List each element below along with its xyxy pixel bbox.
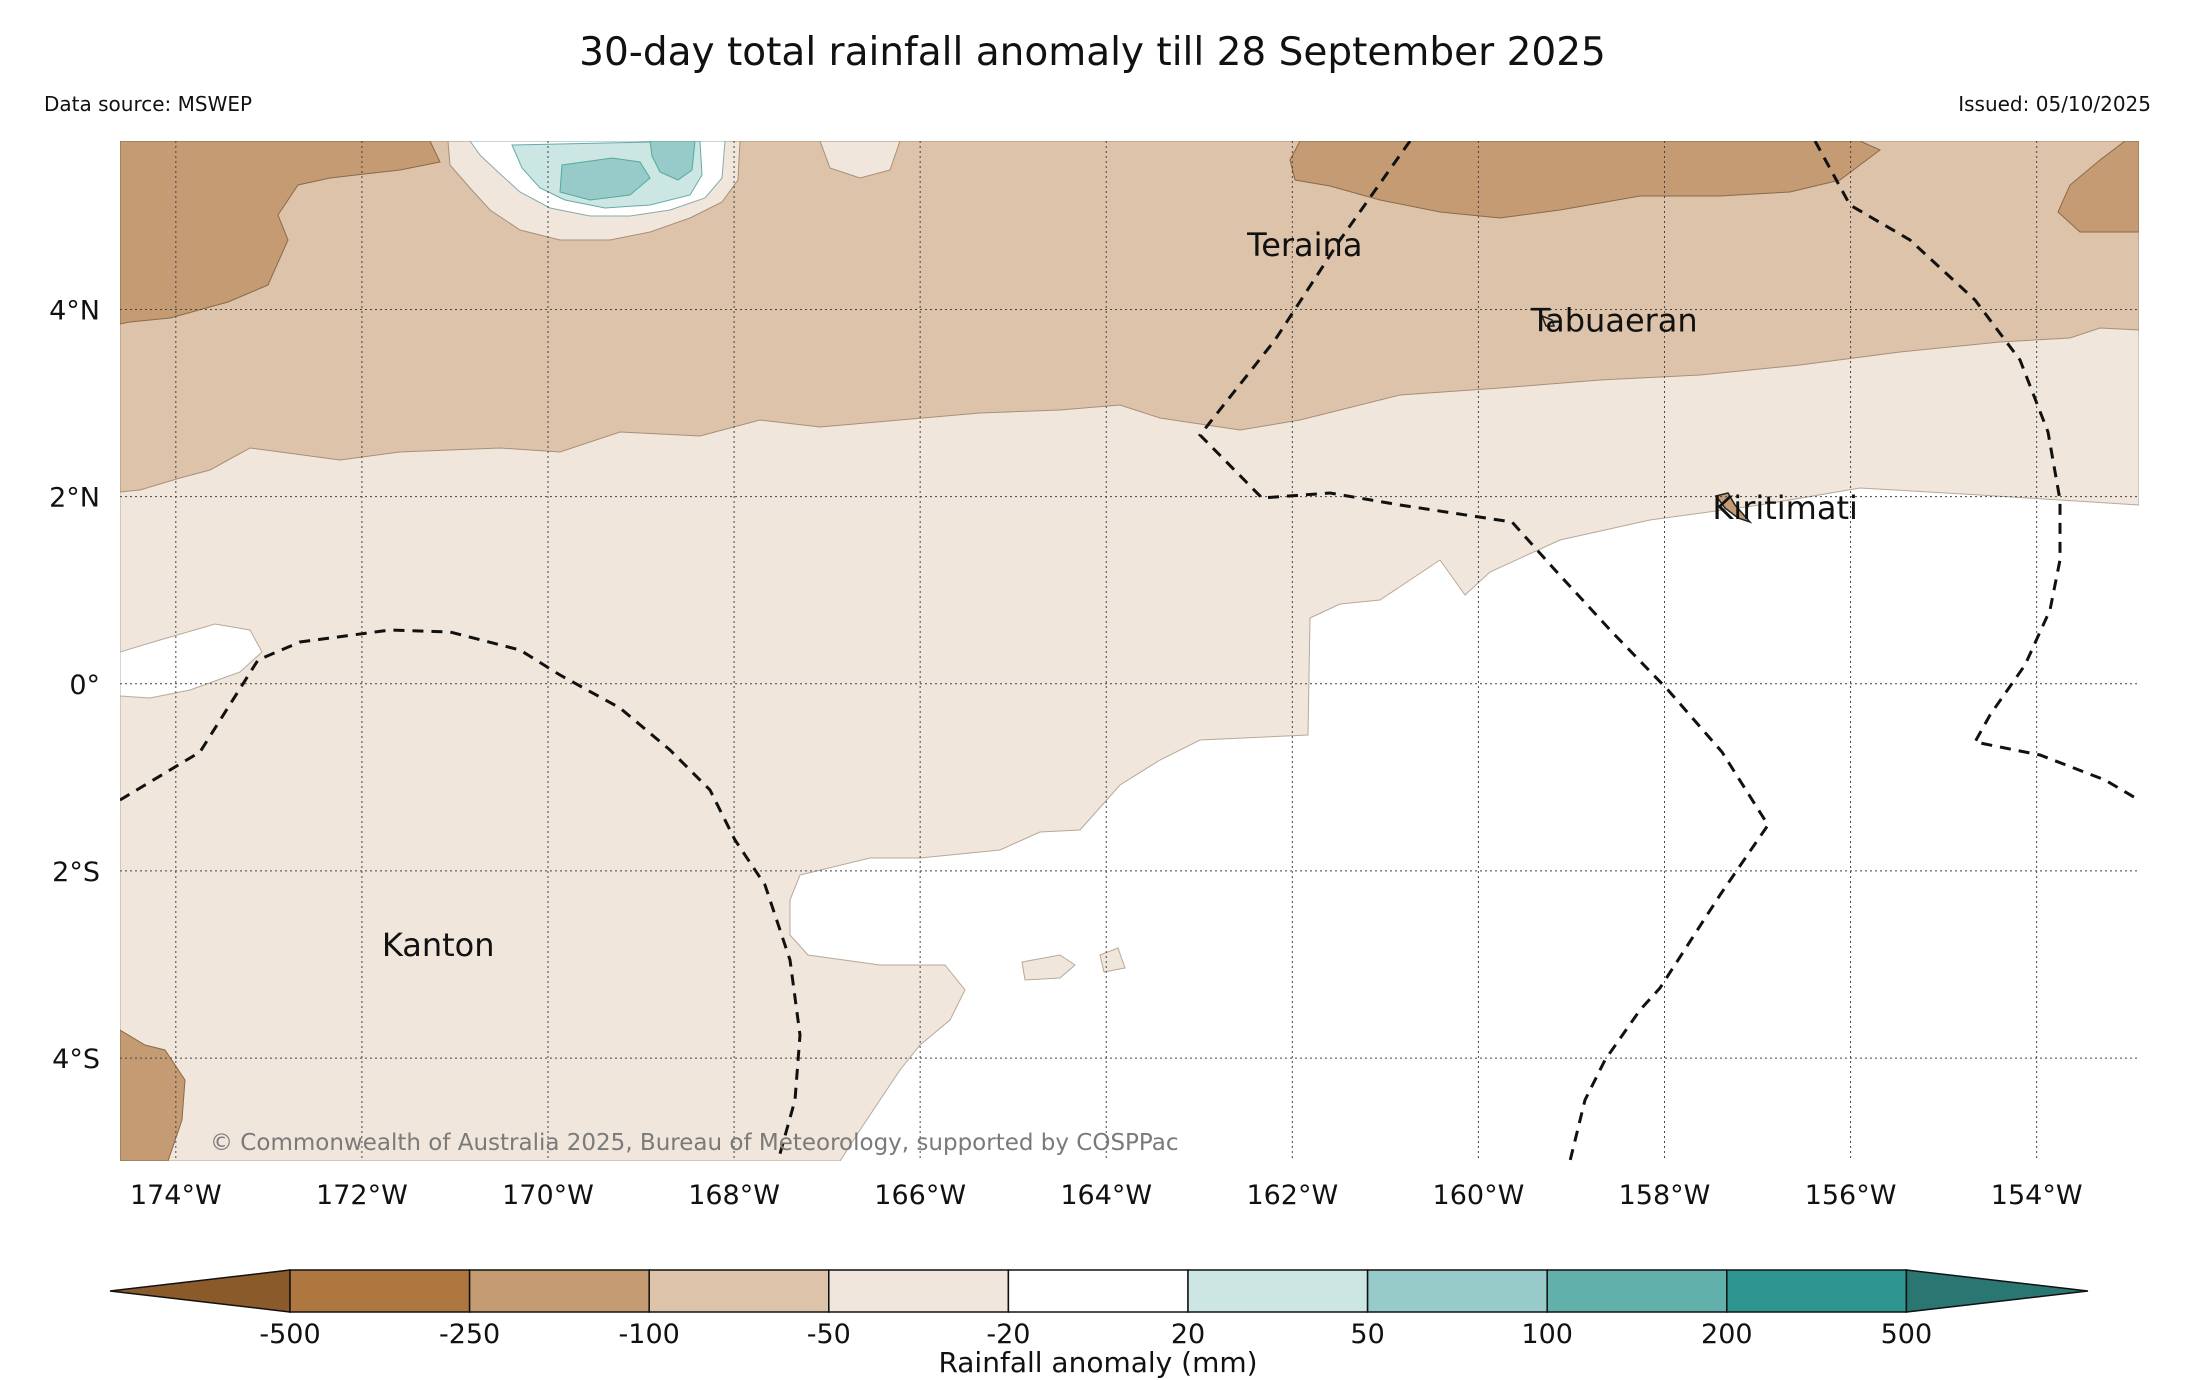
x-tick-label: 158°W xyxy=(1619,1180,1711,1211)
x-tick-label: 154°W xyxy=(1991,1180,2083,1211)
colorbar-segment xyxy=(289,1269,471,1313)
colorbar-segment xyxy=(1007,1269,1189,1313)
map-title: 30-day total rainfall anomaly till 28 Se… xyxy=(579,30,1606,75)
colorbar-tick-label: 500 xyxy=(1881,1319,1933,1350)
x-tick-label: 168°W xyxy=(688,1180,780,1211)
colorbar-segment xyxy=(468,1269,650,1313)
eez-boundary-line-north xyxy=(1198,141,1770,1161)
x-tick-label: 170°W xyxy=(502,1180,594,1211)
anomaly-fill-neutral-west xyxy=(120,623,263,699)
colorbar-tick-label: 100 xyxy=(1521,1319,1573,1350)
anomaly-fill-minus250-west xyxy=(120,141,441,325)
y-tick-label: 0° xyxy=(69,670,100,701)
colorbar-tick-label: -50 xyxy=(807,1319,851,1350)
graticule xyxy=(120,141,2139,1161)
colorbar-segment xyxy=(1366,1269,1548,1313)
data-source-label: Data source: MSWEP xyxy=(44,92,253,116)
kiritimati-coast xyxy=(1714,492,1753,524)
place-label: Tabuaeran xyxy=(1530,302,1698,340)
x-axis-ticks: 174°W 172°W 170°W 168°W 166°W 164°W 162°W 160°W… xyxy=(130,1180,2083,1211)
x-tick-label: 156°W xyxy=(1805,1180,1897,1211)
anomaly-fill-minus250-south xyxy=(120,1029,186,1161)
tabuaeran-coast xyxy=(1540,314,1556,327)
anomaly-fill-plus50 xyxy=(559,141,696,201)
colorbar-tick-label: -100 xyxy=(619,1319,680,1350)
colorbar-tick-label: 200 xyxy=(1701,1319,1753,1350)
y-axis-ticks: 4°N 2°N 0° 2°S 4°S xyxy=(49,295,100,1075)
eez-boundary-line-east xyxy=(1813,141,2139,802)
place-label: Teraina xyxy=(1246,226,1362,264)
colorbar-title: Rainfall anomaly (mm) xyxy=(938,1346,1257,1379)
x-tick-label: 166°W xyxy=(874,1180,966,1211)
y-tick-label: 2°N xyxy=(49,483,100,514)
colorbar-tick-label: -250 xyxy=(439,1319,500,1350)
place-label: Kanton xyxy=(382,926,495,964)
colorbar: -500 -250 -100 -50 -20 20 50 100 200 500 xyxy=(109,1269,2089,1350)
colorbar-tick-label: -20 xyxy=(986,1319,1030,1350)
colorbar-tick-label: -500 xyxy=(259,1319,320,1350)
place-labels: Teraina Tabuaeran Kiritimati Kanton xyxy=(382,226,1858,964)
x-tick-label: 172°W xyxy=(316,1180,408,1211)
anomaly-field xyxy=(120,141,2139,1161)
colorbar-extend-low xyxy=(109,1269,291,1313)
colorbar-segment xyxy=(828,1269,1010,1313)
place-label: Kiritimati xyxy=(1712,489,1858,527)
anomaly-fill-minus250-far-east xyxy=(2057,141,2139,233)
x-tick-label: 162°W xyxy=(1246,1180,1338,1211)
eez-boundaries xyxy=(120,141,2139,1161)
colorbar-tick-label: 50 xyxy=(1350,1319,1384,1350)
anomaly-fill-minus50-north2 xyxy=(819,141,901,179)
colorbar-segment xyxy=(1187,1269,1369,1313)
y-tick-label: 2°S xyxy=(52,857,100,888)
issued-date-label: Issued: 05/10/2025 xyxy=(1958,92,2151,116)
anomaly-fill-minus50-islet xyxy=(1021,947,1126,981)
x-tick-label: 164°W xyxy=(1060,1180,1152,1211)
copyright-notice: © Commonwealth of Australia 2025, Bureau… xyxy=(210,1130,1179,1156)
y-tick-label: 4°S xyxy=(52,1044,100,1075)
x-tick-label: 174°W xyxy=(130,1180,222,1211)
x-tick-label: 160°W xyxy=(1433,1180,1525,1211)
anomaly-fill-minus250-east xyxy=(1289,141,1881,219)
colorbar-segment xyxy=(648,1269,830,1313)
colorbar-segment xyxy=(1546,1269,1728,1313)
y-tick-label: 4°N xyxy=(49,295,100,326)
colorbar-extend-high xyxy=(1905,1269,2089,1313)
colorbar-tick-label: 20 xyxy=(1171,1319,1205,1350)
eez-boundary-phoenix xyxy=(120,628,802,1161)
colorbar-segment xyxy=(1726,1269,1908,1313)
